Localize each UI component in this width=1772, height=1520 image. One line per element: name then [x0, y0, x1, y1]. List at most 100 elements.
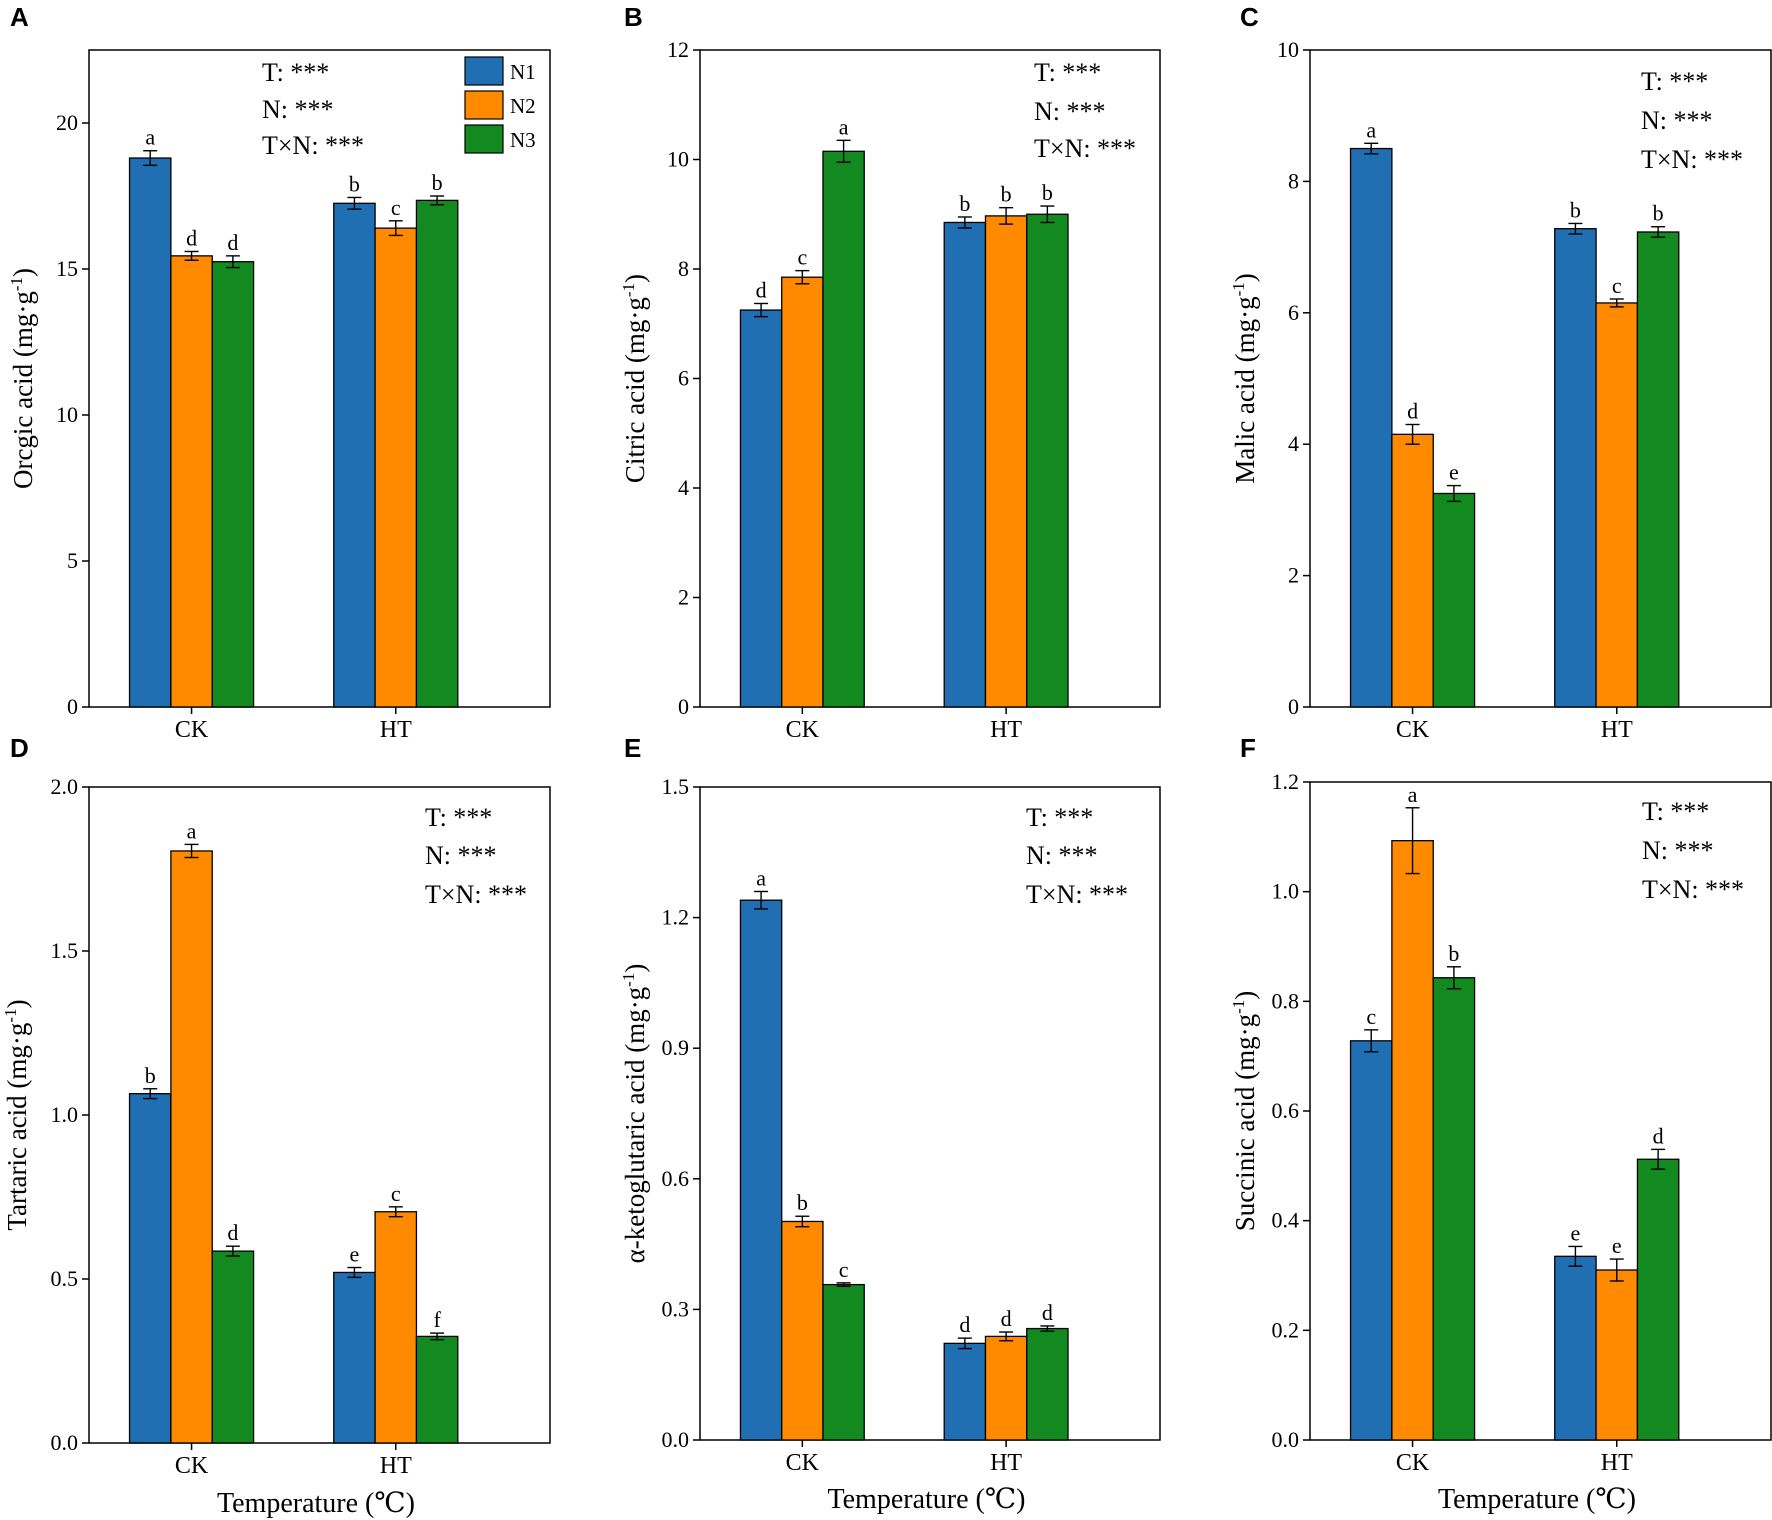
y-axis-label: α-ketoglutaric acid (mg·g-1) — [619, 964, 650, 1264]
significance-letter: b — [1042, 180, 1053, 205]
bar-N1-HT — [943, 1342, 987, 1441]
bar-N1-CK — [1349, 1040, 1393, 1441]
significance-letter: b — [349, 171, 360, 196]
x-axis-title: Temperature (℃) — [827, 1484, 1025, 1515]
significance-letter: b — [1001, 182, 1012, 207]
bar-N3-HT — [1026, 1327, 1069, 1441]
significance-letter: f — [433, 1307, 441, 1332]
y-tick-label: 0 — [1288, 694, 1299, 719]
bar-N2-CK — [1391, 840, 1434, 1441]
x-axis-title: Temperature (℃) — [1438, 1484, 1636, 1515]
y-tick-label: 0.6 — [1272, 1098, 1300, 1123]
panel-letter: F — [1240, 733, 1256, 763]
panel-letter: D — [10, 733, 29, 763]
y-tick-label: 0.4 — [1272, 1208, 1300, 1233]
y-tick-label: 10 — [667, 147, 689, 172]
y-tick-label: 0.8 — [1272, 988, 1300, 1013]
y-tick-label: 10 — [1277, 37, 1299, 62]
significance-letter: b — [797, 1190, 808, 1215]
bar-N3-HT — [1636, 1158, 1680, 1441]
significance-letter: b — [1653, 201, 1664, 226]
bar-N1-HT — [333, 202, 376, 708]
bar-N2-CK — [170, 255, 213, 708]
x-tick-label: CK — [1396, 1450, 1430, 1476]
x-tick-label: HT — [990, 1450, 1022, 1476]
legend-swatch-N2 — [464, 90, 504, 120]
y-tick-label: 0.2 — [1272, 1317, 1300, 1342]
y-tick-label: 0 — [67, 694, 78, 719]
y-tick-label: 0.3 — [662, 1296, 690, 1321]
y-tick-label: 1.0 — [51, 1102, 79, 1127]
y-axis-label: Malic acid (mg·g-1) — [1229, 273, 1260, 484]
legend-label: N2 — [510, 94, 536, 118]
y-tick-label: 4 — [678, 475, 689, 500]
significance-letter: e — [1571, 1220, 1581, 1245]
panel-B: B 0 2 4 6 8 10 12 Citric acid (mg·g-1) CK d c a HT b b b… — [619, 2, 1161, 743]
significance-letter: b — [1448, 941, 1459, 966]
y-axis-label: Tartaric acid (mg·g-1) — [1, 999, 32, 1230]
legend-label: N1 — [510, 60, 536, 84]
significance-letter: b — [145, 1063, 156, 1088]
plot-frame — [1309, 49, 1772, 708]
x-tick-label: HT — [380, 1453, 412, 1479]
y-tick-label: 0.5 — [51, 1266, 79, 1291]
x-axis-title: Temperature (℃) — [217, 1488, 415, 1519]
significance-letter: a — [756, 865, 766, 890]
y-tick-label: 6 — [1288, 300, 1299, 325]
bar-N2-CK — [781, 1220, 824, 1441]
bar-N2-HT — [374, 1211, 418, 1444]
stat-annotation: T: *** — [1034, 58, 1101, 87]
y-tick-label: 2 — [678, 585, 689, 610]
bar-N3-CK — [1432, 977, 1476, 1441]
significance-letter: b — [959, 191, 970, 216]
significance-letter: d — [1001, 1306, 1012, 1331]
y-tick-label: 2.0 — [51, 774, 79, 799]
y-axis-label: Succinic acid (mg·g-1) — [1229, 991, 1260, 1232]
bar-N2-CK — [170, 850, 213, 1444]
bar-N3-CK — [822, 1283, 865, 1441]
y-tick-label: 1.2 — [662, 905, 690, 930]
significance-letter: e — [1612, 1233, 1622, 1258]
y-tick-label: 1.5 — [51, 938, 79, 963]
bar-N1-HT — [1554, 1255, 1597, 1441]
bar-N3-HT — [1636, 231, 1680, 708]
stat-annotation: N: *** — [262, 95, 334, 124]
y-tick-label: 20 — [56, 110, 78, 135]
y-tick-label: 2 — [1288, 563, 1299, 588]
panel-letter: C — [1240, 2, 1259, 32]
y-tick-label: 1.0 — [1272, 879, 1300, 904]
y-tick-label: 5 — [67, 548, 78, 573]
plot-frame — [699, 786, 1161, 1441]
bar-N1-HT — [333, 1271, 376, 1444]
y-tick-label: 15 — [56, 256, 78, 281]
stat-annotation: N: *** — [425, 841, 497, 870]
significance-letter: d — [1653, 1123, 1664, 1148]
x-tick-label: CK — [175, 1453, 209, 1479]
significance-letter: a — [145, 125, 155, 150]
stat-annotation: N: *** — [1642, 836, 1714, 865]
stat-annotation: T: *** — [425, 803, 492, 832]
y-tick-label: 1.2 — [1272, 769, 1300, 794]
stat-annotation: T: *** — [262, 58, 329, 87]
panel-letter: E — [624, 733, 641, 763]
stat-annotation: N: *** — [1641, 106, 1713, 135]
stat-annotation: T×N: *** — [1641, 145, 1743, 174]
y-axis-label: Citric acid (mg·g-1) — [619, 274, 650, 483]
significance-letter: c — [797, 245, 807, 270]
bar-N2-CK — [1391, 433, 1434, 708]
significance-letter: c — [839, 1257, 849, 1282]
bar-N3-CK — [211, 261, 255, 708]
stat-annotation: T: *** — [1642, 797, 1709, 826]
bar-N1-CK — [739, 899, 783, 1441]
significance-letter: d — [959, 1312, 970, 1337]
y-tick-label: 8 — [678, 256, 689, 281]
y-axis-label: Orcgic acid (mg·g-1) — [7, 268, 38, 489]
stat-annotation: T×N: *** — [1642, 875, 1744, 904]
bar-N1-CK — [128, 157, 172, 708]
legend-swatch-N3 — [464, 124, 504, 154]
significance-letter: c — [1366, 1004, 1376, 1029]
y-tick-label: 0 — [678, 694, 689, 719]
significance-letter: d — [1407, 398, 1418, 423]
stat-annotation: T×N: *** — [262, 131, 364, 160]
significance-letter: a — [839, 114, 849, 139]
